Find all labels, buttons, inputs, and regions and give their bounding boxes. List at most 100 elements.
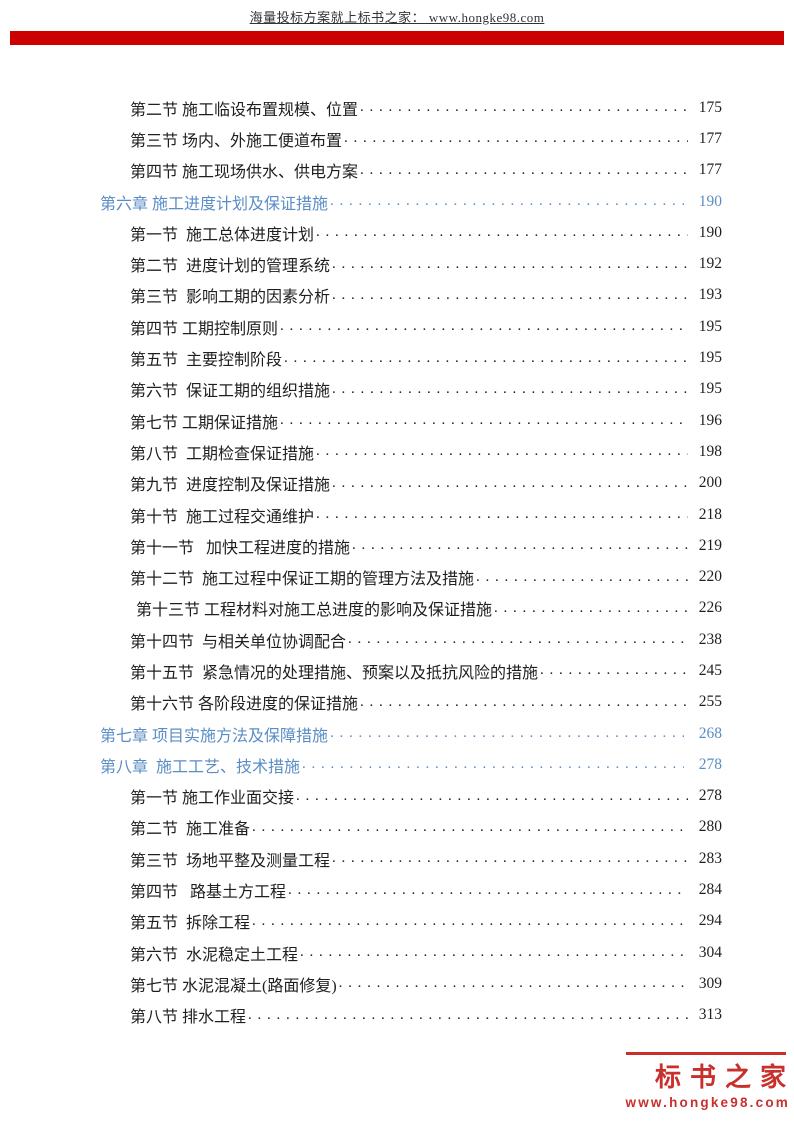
toc-leader-dots [316,443,688,460]
footer-site-url: www.hongke98.com [625,1095,790,1110]
toc-entry-page: 196 [698,411,722,429]
toc-entry-label: 第二节 进度计划的管理系统 [130,258,331,276]
toc-entry-page: 294 [698,912,722,930]
toc-leader-dots [252,819,688,836]
toc-entry-page: 177 [698,129,722,147]
toc-entry-page: 192 [698,255,722,273]
header-red-bar [10,31,784,45]
toc-leader-dots [344,130,688,147]
toc-entry-label: 第十五节 紧急情况的处理措施、预案以及抵抗风险的措施 [130,664,539,682]
toc-leader-dots [476,569,688,586]
toc-entry-label: 第三节 场内、外施工便道布置 [130,132,343,150]
toc-leader-dots [280,318,688,335]
toc-entry[interactable]: 第一节 施工作业面交接 278 [100,781,722,812]
toc-entry-page: 175 [698,98,722,116]
toc-leader-dots [332,287,688,304]
toc-entry[interactable]: 第一节 施工总体进度计划 190 [100,217,722,248]
toc-entry-label: 第四节 路基土方工程 [130,884,287,902]
toc-leader-dots [300,944,688,961]
toc-entry-page: 255 [698,693,722,711]
toc-entry-page: 278 [698,755,722,773]
toc-entry-page: 198 [698,442,722,460]
toc-entry-page: 195 [698,349,722,367]
toc-entry-label: 第七节 工期保证措施 [130,414,279,432]
toc-entry-label: 第十二节 施工过程中保证工期的管理方法及措施 [130,571,475,589]
toc-leader-dots [494,600,688,617]
toc-entry-label: 第八章 施工工艺、技术措施 [100,758,301,776]
toc-leader-dots [316,506,688,523]
toc-entry[interactable]: 第六节 保证工期的组织措施 195 [100,374,722,405]
toc-entry-page: 280 [698,818,722,836]
toc-entry[interactable]: 第三节 影响工期的因素分析 193 [100,280,722,311]
footer-red-rule [626,1052,786,1056]
toc-entry[interactable]: 第五节 拆除工程 294 [100,906,722,937]
toc-entry[interactable]: 第七节 水泥混凝土(路面修复) 309 [100,968,722,999]
toc-entry-page: 313 [698,1006,722,1024]
toc-entry-label: 第一节 施工作业面交接 [130,790,295,808]
toc-entry[interactable]: 第十五节 紧急情况的处理措施、预案以及抵抗风险的措施 245 [100,655,722,686]
toc-entry-page: 220 [698,568,722,586]
toc-leader-dots [248,1007,688,1024]
toc-entry-label: 第十节 施工过程交通维护 [130,508,315,526]
toc-entry[interactable]: 第九节 进度控制及保证措施 200 [100,468,722,499]
toc-entry[interactable]: 第八节 排水工程 313 [100,1000,722,1031]
toc-entry-label: 第十六节 各阶段进度的保证措施 [130,696,359,714]
toc-entry-page: 304 [698,943,722,961]
toc-entry[interactable]: 第四节 施工现场供水、供电方案 177 [100,155,722,186]
toc-leader-dots [330,725,684,742]
toc-leader-dots [296,788,688,805]
toc-entry-label: 第一节 施工总体进度计划 [130,226,315,244]
footer-brand-text: 标书之家 [654,1062,794,1093]
toc-entry[interactable]: 第十一节 加快工程进度的措施 219 [100,530,722,561]
toc-entry[interactable]: 第五节 主要控制阶段 195 [100,342,722,373]
toc-entry-page: 200 [698,474,722,492]
toc-entry[interactable]: 第六节 水泥稳定土工程 304 [100,937,722,968]
table-of-contents: 第二节 施工临设布置规模、位置 175 第三节 场内、外施工便道布置 177 第… [100,92,722,1031]
toc-entry[interactable]: 第四节 工期控制原则 195 [100,311,722,342]
toc-leader-dots [284,350,688,367]
toc-entry[interactable]: 第四节 路基土方工程 284 [100,874,722,905]
toc-entry-label: 第五节 拆除工程 [130,915,251,933]
toc-entry[interactable]: 第六章 施工进度计划及保证措施 190 [100,186,722,217]
toc-entry[interactable]: 第十四节 与相关单位协调配合 238 [100,624,722,655]
toc-entry-label: 第八节 排水工程 [130,1009,247,1027]
toc-entry[interactable]: 第八节 工期检查保证措施 198 [100,436,722,467]
toc-entry-page: 245 [698,661,722,679]
toc-entry[interactable]: 第十节 施工过程交通维护 218 [100,499,722,530]
toc-leader-dots [288,882,688,899]
toc-entry-label: 第六节 保证工期的组织措施 [130,383,331,401]
toc-entry[interactable]: 第二节 施工准备 280 [100,812,722,843]
footer-logo[interactable]: 标书之家 www.hongke98.com [626,1052,788,1110]
toc-entry[interactable]: 第七节 工期保证措施 196 [100,405,722,436]
toc-entry-page: 238 [698,630,722,648]
toc-entry-label: 第三节 影响工期的因素分析 [130,289,331,307]
toc-entry-label: 第十三节 工程材料对施工总进度的影响及保证措施 [136,602,493,620]
toc-entry-page: 284 [698,881,722,899]
toc-entry-page: 268 [698,724,722,742]
header-watermark-link[interactable]: 海量投标方案就上标书之家： www.hongke98.com [249,10,545,25]
toc-entry-label: 第十四节 与相关单位协调配合 [130,633,347,651]
toc-leader-dots [348,631,688,648]
toc-entry-label: 第二节 施工临设布置规模、位置 [130,101,359,119]
toc-entry[interactable]: 第二节 进度计划的管理系统 192 [100,248,722,279]
toc-entry-label: 第七节 水泥混凝土(路面修复) [130,977,337,995]
toc-entry-page: 190 [698,223,722,241]
toc-entry[interactable]: 第十六节 各阶段进度的保证措施 255 [100,687,722,718]
toc-entry-page: 309 [698,974,722,992]
toc-leader-dots [302,756,684,773]
toc-entry[interactable]: 第十三节 工程材料对施工总进度的影响及保证措施 226 [100,593,722,624]
toc-entry[interactable]: 第二节 施工临设布置规模、位置 175 [100,92,722,123]
toc-entry-label: 第七章 项目实施方法及保障措施 [100,727,329,745]
toc-entry[interactable]: 第十二节 施工过程中保证工期的管理方法及措施 220 [100,561,722,592]
toc-entry-label: 第六节 水泥稳定土工程 [130,946,299,964]
toc-entry-label: 第五节 主要控制阶段 [130,352,283,370]
toc-entry[interactable]: 第八章 施工工艺、技术措施 278 [100,749,722,780]
toc-entry[interactable]: 第三节 场地平整及测量工程 283 [100,843,722,874]
toc-entry[interactable]: 第七章 项目实施方法及保障措施 268 [100,718,722,749]
toc-entry-page: 283 [698,849,722,867]
toc-leader-dots [540,662,688,679]
toc-leader-dots [252,913,688,930]
toc-entry[interactable]: 第三节 场内、外施工便道布置 177 [100,123,722,154]
toc-entry-page: 177 [698,161,722,179]
toc-entry-page: 190 [698,192,722,210]
